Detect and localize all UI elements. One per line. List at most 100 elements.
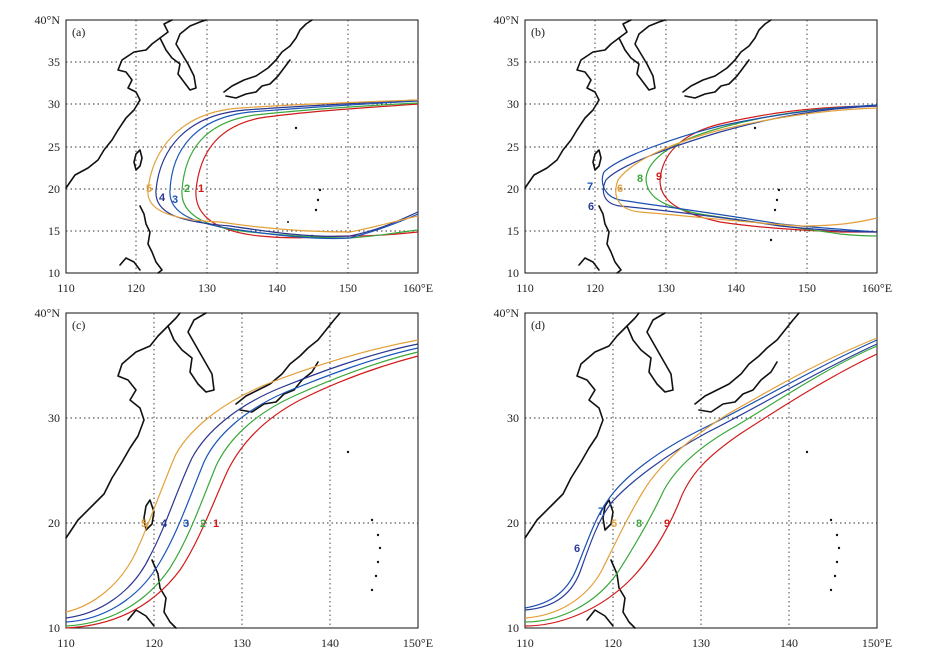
svg-text:150°E: 150°E — [862, 636, 892, 650]
svg-text:15: 15 — [507, 224, 519, 238]
track-a-5 — [147, 99, 419, 233]
panel-d-coastline — [524, 312, 800, 629]
svg-text:20: 20 — [507, 182, 519, 196]
panel-b-tracks — [601, 104, 878, 237]
panel-d: 7 6 5 8 9 (d) 110 120 130 140 150°E 40°N… — [494, 306, 893, 650]
panel-a-lon-ticks: 110 120 130 140 150 160°E — [57, 281, 433, 295]
panel-b-islands — [753, 126, 781, 242]
svg-text:110: 110 — [57, 281, 75, 295]
svg-text:150°E: 150°E — [403, 636, 433, 650]
track-label-d-8: 8 — [636, 518, 642, 530]
track-a-4 — [155, 99, 419, 237]
track-b-7 — [601, 104, 878, 233]
svg-text:35: 35 — [507, 55, 519, 69]
svg-text:10: 10 — [48, 621, 60, 635]
panel-a-label: (a) — [72, 25, 85, 39]
panel-d-lat-ticks: 40°N 30 20 10 — [494, 306, 520, 635]
svg-text:120: 120 — [604, 636, 622, 650]
track-label-c-1: 1 — [213, 518, 219, 530]
track-b-5 — [615, 107, 878, 227]
svg-text:110: 110 — [516, 636, 534, 650]
track-label-d-7: 7 — [598, 506, 604, 518]
track-label-c-3: 3 — [183, 518, 189, 530]
panel-b: 7 6 6 8 9 (b) 110 120 130 140 150 160°E … — [494, 13, 893, 295]
svg-text:140: 140 — [268, 281, 286, 295]
svg-text:40°N: 40°N — [35, 13, 61, 27]
panel-b-coastline — [524, 19, 772, 274]
svg-text:160°E: 160°E — [862, 281, 892, 295]
svg-text:150: 150 — [798, 281, 816, 295]
panel-a-lat-ticks: 40°N 35 30 25 20 15 10 — [35, 13, 61, 280]
panel-c-label: (c) — [72, 318, 85, 332]
track-d-5 — [524, 337, 878, 619]
svg-text:120: 120 — [127, 281, 145, 295]
svg-text:140: 140 — [727, 281, 745, 295]
svg-text:40°N: 40°N — [494, 306, 520, 320]
panel-d-tracks — [524, 337, 878, 627]
track-d-9 — [524, 353, 878, 627]
svg-text:130: 130 — [657, 281, 675, 295]
track-label-b-7: 7 — [587, 181, 593, 193]
panel-d-islands — [805, 450, 841, 592]
svg-text:130: 130 — [198, 281, 216, 295]
svg-text:130: 130 — [233, 636, 251, 650]
panel-c-islands — [346, 450, 382, 592]
svg-text:25: 25 — [507, 140, 519, 154]
track-label-b-6b: 6 — [617, 183, 623, 195]
panel-a-frame — [65, 19, 419, 274]
track-label-b-6a: 6 — [588, 201, 594, 213]
track-c-1 — [65, 355, 419, 629]
svg-text:20: 20 — [48, 182, 60, 196]
svg-text:30: 30 — [48, 411, 60, 425]
panel-c-lat-ticks: 40°N 30 20 10 — [35, 306, 61, 635]
panel-c-coastline — [65, 312, 341, 629]
svg-text:10: 10 — [48, 266, 60, 280]
svg-text:110: 110 — [516, 281, 534, 295]
svg-text:10: 10 — [507, 621, 519, 635]
panel-a-track-labels: 5 4 3 2 1 — [146, 183, 204, 206]
panel-a-islands — [287, 126, 322, 238]
panel-b-track-labels: 7 6 6 8 9 — [587, 171, 662, 213]
panel-a-tracks — [147, 99, 419, 240]
track-label-c-4: 4 — [161, 518, 168, 530]
panel-b-lon-ticks: 110 120 130 140 150 160°E — [516, 281, 892, 295]
track-a-1 — [195, 103, 419, 239]
panel-c-track-labels: 5 4 3 2 1 — [141, 518, 219, 530]
svg-text:110: 110 — [57, 636, 75, 650]
svg-text:20: 20 — [48, 516, 60, 530]
track-b-8 — [645, 105, 878, 237]
svg-text:10: 10 — [507, 266, 519, 280]
svg-text:30: 30 — [507, 411, 519, 425]
track-label-b-9: 9 — [656, 171, 662, 183]
svg-text:120: 120 — [145, 636, 163, 650]
track-a-2 — [181, 102, 419, 239]
track-d-8 — [524, 345, 878, 623]
svg-text:30: 30 — [507, 97, 519, 111]
panel-b-frame — [524, 19, 878, 274]
track-label-a-3: 3 — [172, 194, 178, 206]
panel-a-coastline — [65, 19, 313, 274]
svg-text:20: 20 — [507, 516, 519, 530]
track-d-7 — [524, 339, 878, 609]
track-label-d-9: 9 — [664, 518, 670, 530]
track-label-a-2: 2 — [184, 183, 190, 195]
svg-text:130: 130 — [692, 636, 710, 650]
svg-text:140: 140 — [780, 636, 798, 650]
track-c-4 — [65, 343, 419, 619]
svg-text:160°E: 160°E — [403, 281, 433, 295]
panel-d-grid — [525, 313, 877, 628]
track-b-9 — [659, 105, 878, 233]
track-d-6 — [524, 343, 878, 611]
panel-c: 5 4 3 2 1 (c) 110 120 130 140 150°E 40°N… — [35, 306, 434, 650]
panel-d-label: (d) — [531, 318, 545, 332]
svg-text:40°N: 40°N — [494, 13, 520, 27]
panel-a: 5 4 3 2 1 (a) 110 120 130 140 150 160°E … — [35, 13, 434, 295]
track-c-5 — [65, 339, 419, 613]
track-c-3 — [65, 347, 419, 623]
panel-a-grid — [66, 20, 418, 273]
panel-c-lon-ticks: 110 120 130 140 150°E — [57, 636, 433, 650]
track-label-c-2: 2 — [200, 518, 206, 530]
track-label-b-8: 8 — [637, 173, 643, 185]
panel-d-track-labels: 7 6 5 8 9 — [574, 506, 670, 555]
